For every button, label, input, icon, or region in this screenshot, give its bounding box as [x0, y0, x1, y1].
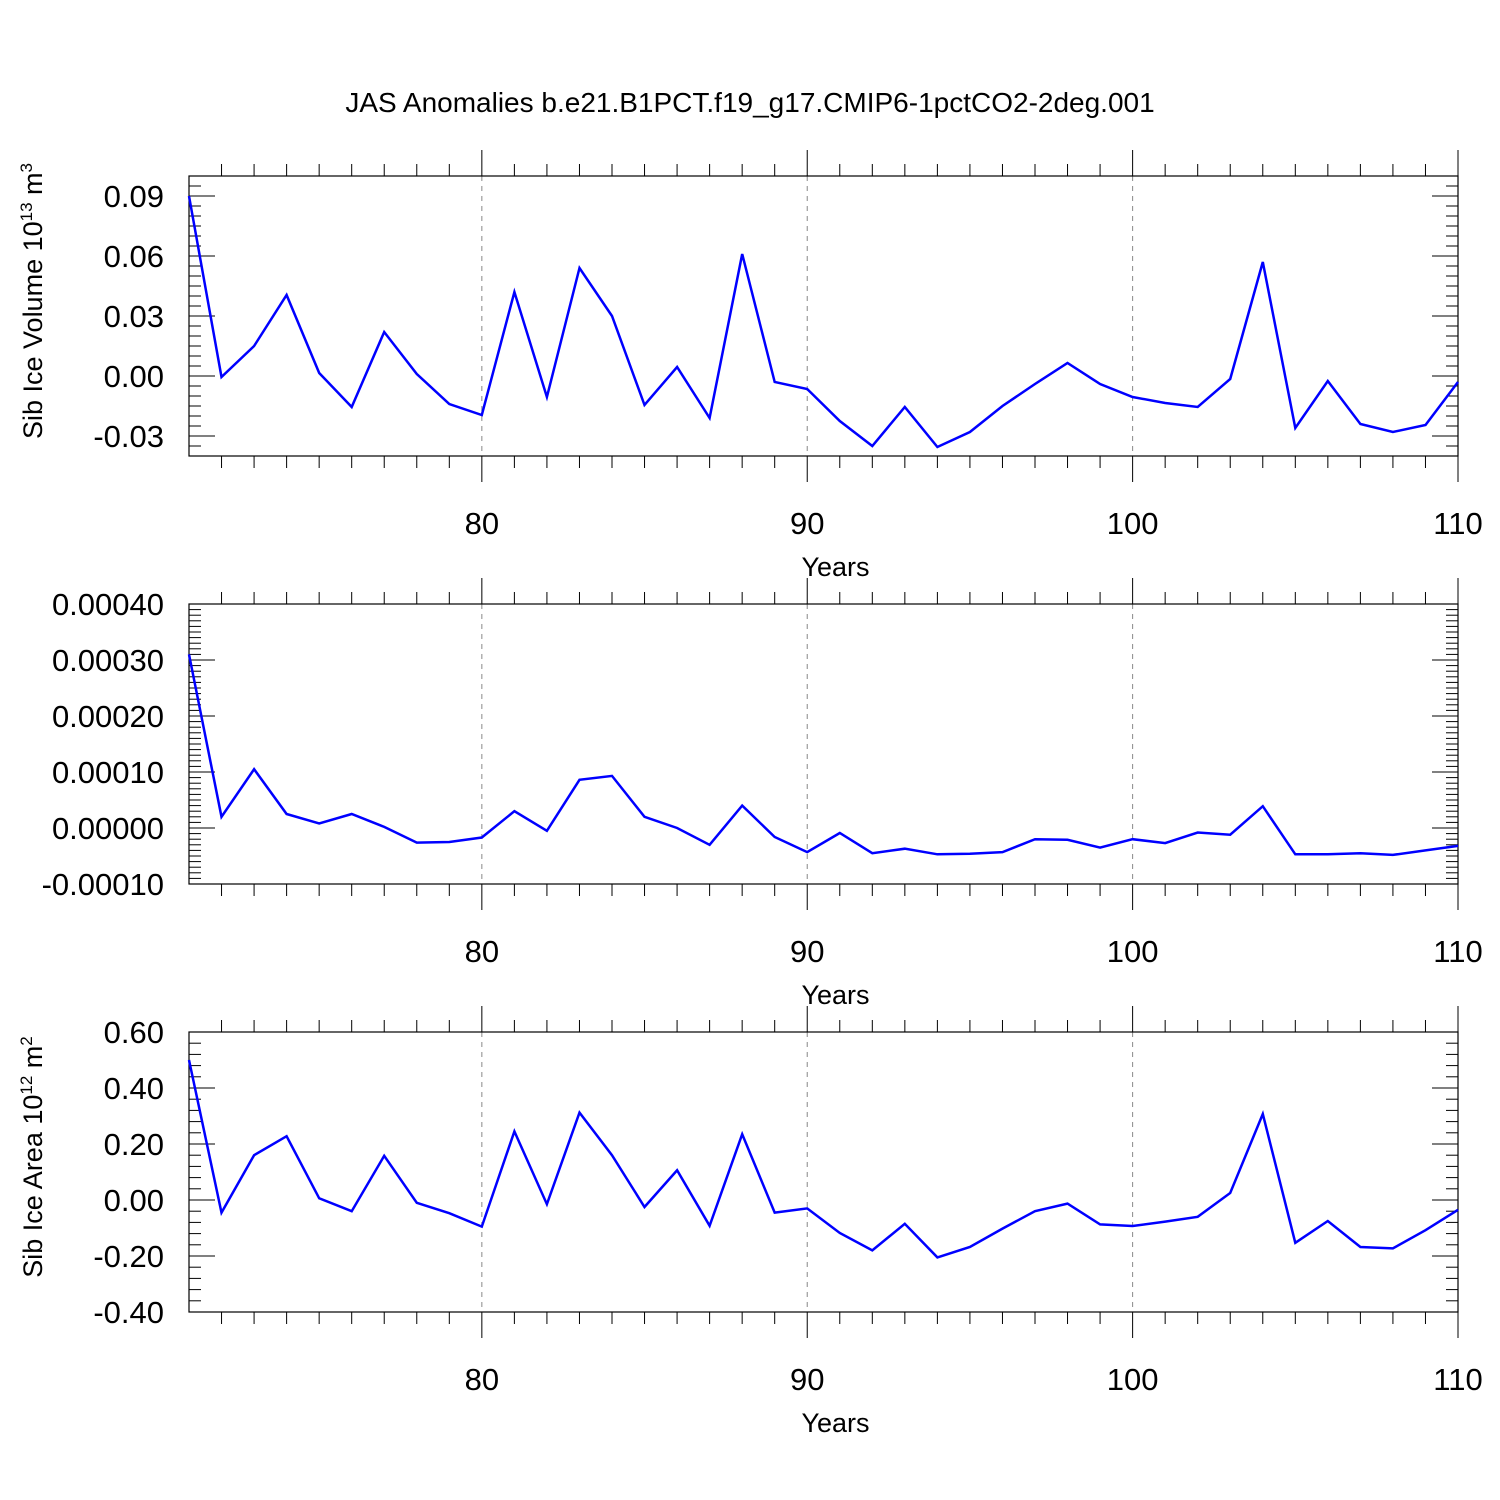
y-tick-label: 0.00040 [52, 587, 164, 622]
y-tick-label: 0.09 [104, 179, 164, 214]
x-tick-label: 80 [465, 1362, 499, 1397]
series-line [187, 1059, 1459, 1259]
series-line [187, 195, 1459, 449]
panels-group: 80 90 100 110 Years -0.03 0.00 0.03 0.06 0.09 Sib … [17, 150, 1483, 1438]
panel-1: 80 90 100 110 Years -0.03 0.00 0.03 0.06 0.09 Sib … [17, 150, 1483, 582]
y-tick-label: 0.00030 [52, 643, 164, 678]
y-tick-label: 0.00010 [52, 755, 164, 790]
plot-frame [188, 175, 1459, 457]
panel-3: 80 90 100 110 Years -0.40 -0.20 0.00 0.20 0.40 0.6… [17, 1006, 1483, 1438]
y-tick-label: 0.00000 [52, 811, 164, 846]
y-tick-label: 0.20 [104, 1127, 164, 1162]
x-tick-label: 100 [1107, 506, 1159, 541]
x-tick-label: 110 [1433, 506, 1482, 541]
y-tick-label: -0.40 [93, 1295, 164, 1330]
x-tick-label: 90 [790, 506, 824, 541]
x-tick-label: 110 [1433, 1362, 1482, 1397]
panel-2: 80 90 100 110 Years -0.00010 0.00000 0.00010 0.0… [42, 578, 1483, 1010]
y-tick-label: 0.60 [104, 1015, 164, 1050]
x-tick-label: 80 [465, 934, 499, 969]
x-tick-label: 80 [465, 506, 499, 541]
x-axis-title: Years [801, 552, 869, 582]
y-tick-label: 0.00 [104, 1183, 164, 1218]
y-axis-title: Sib Ice Area 1012 m2 [17, 1036, 48, 1278]
y-tick-label: 0.40 [104, 1071, 164, 1106]
y-tick-label: 0.00 [104, 359, 164, 394]
x-tick-label: 90 [790, 1362, 824, 1397]
y-tick-label: -0.00010 [42, 867, 164, 902]
x-tick-label: 100 [1107, 934, 1159, 969]
y-tick-label: 0.00020 [52, 699, 164, 734]
x-tick-label: 90 [790, 934, 824, 969]
y-axis-title: Sib Ice Volume 1013 m3 [17, 163, 48, 439]
y-tick-label: -0.03 [93, 419, 164, 454]
y-tick-label: 0.06 [104, 239, 164, 274]
plot-frame [188, 1031, 1459, 1313]
y-tick-label: -0.20 [93, 1239, 164, 1274]
x-axis-title: Years [801, 1408, 869, 1438]
chart-title: JAS Anomalies b.e21.B1PCT.f19_g17.CMIP6-… [345, 87, 1154, 118]
x-tick-label: 100 [1107, 1362, 1159, 1397]
series-line [187, 654, 1459, 857]
x-tick-label: 110 [1433, 934, 1482, 969]
x-axis-title: Years [801, 980, 869, 1010]
y-tick-label: 0.03 [104, 299, 164, 334]
